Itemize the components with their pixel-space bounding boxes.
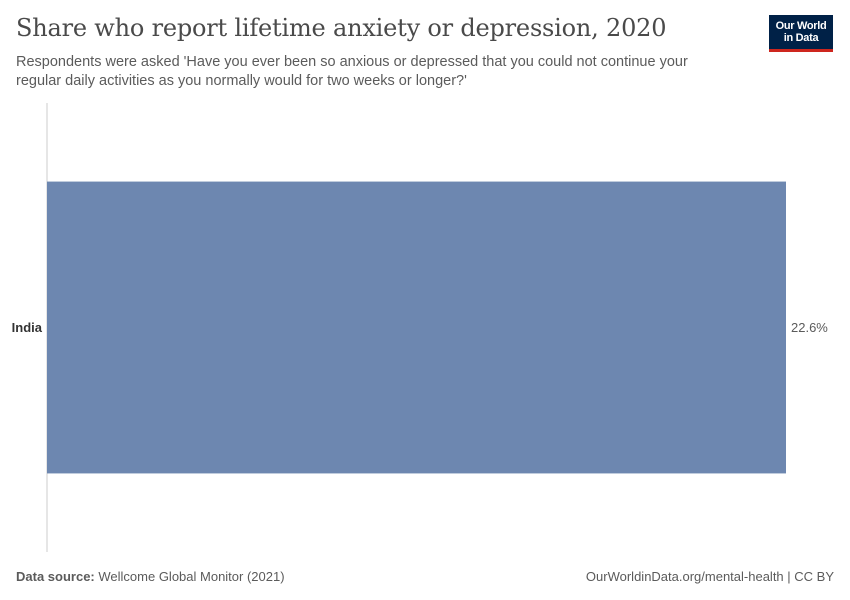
data-source-value[interactable]: Wellcome Global Monitor (2021) [98,569,285,584]
bar[interactable] [47,181,786,474]
logo-line-2: in Data [783,32,819,44]
data-source-label: Data source: [16,569,95,584]
chart-subtitle: Respondents were asked 'Have you ever be… [16,54,688,89]
logo-line-1: Our World [775,20,827,32]
data-source: Data source: Wellcome Global Monitor (20… [16,569,285,584]
category-label: India [12,320,43,335]
chart-title: Share who report lifetime anxiety or dep… [16,14,667,42]
value-label: 22.6% [791,320,828,335]
owid-logo[interactable]: Our World in Data [769,15,833,52]
footer-link[interactable]: OurWorldinData.org/mental-health | CC BY [585,569,834,584]
